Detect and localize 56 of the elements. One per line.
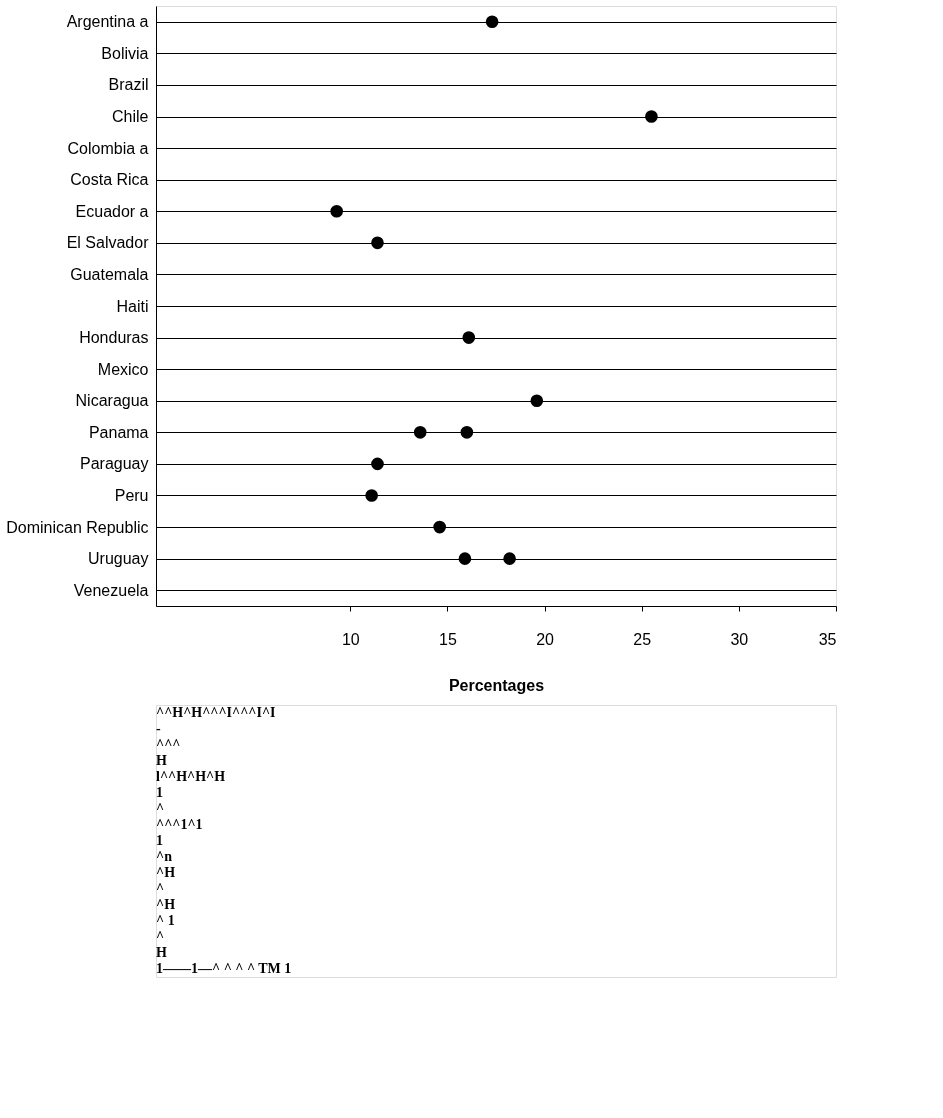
y-tick-label: Haiti — [116, 297, 149, 315]
point — [462, 331, 476, 344]
text: ^ — [156, 929, 165, 944]
y-tick-label: Colombia a — [67, 139, 149, 157]
y-tick-label: Paraguay — [80, 455, 149, 473]
text: ^ — [156, 881, 165, 896]
text: ^H — [156, 865, 176, 880]
text: H — [156, 753, 167, 768]
y-tick-label: Bolivia — [101, 44, 149, 62]
x-tick-label: 15 — [439, 630, 457, 648]
point — [330, 204, 344, 218]
y-tick-label: Honduras — [79, 329, 149, 347]
text: 1 — [156, 785, 163, 800]
point — [460, 426, 474, 439]
point — [485, 15, 499, 29]
point — [433, 520, 446, 534]
text: ^^H^H^^^I^^^I^I — [156, 705, 276, 720]
y-tick-label: El Salvador — [66, 234, 150, 252]
point — [371, 457, 384, 471]
x-axis-title: Percentages — [448, 676, 545, 694]
text: ^n — [156, 849, 173, 864]
y-tick-label: Costa Rica — [70, 171, 149, 189]
point — [645, 110, 658, 123]
text: ^H — [156, 897, 176, 912]
point — [413, 426, 427, 439]
x-tick-label: 20 — [536, 630, 555, 648]
y-tick-label: Peru — [114, 486, 149, 504]
text: - — [156, 721, 161, 736]
x-tick-label: 35 — [818, 630, 837, 648]
point — [371, 236, 384, 250]
y-tick-label: Guatemala — [70, 265, 149, 283]
text: 1 — [156, 833, 163, 848]
y-tick-label: Panama — [88, 423, 149, 441]
text: ^^^ — [156, 737, 181, 752]
y-tick-label: Chile — [112, 108, 149, 126]
text: ^^^1^1 — [156, 817, 203, 832]
y-tick-label: Nicaragua — [75, 392, 149, 410]
point — [458, 552, 472, 565]
point — [503, 552, 516, 565]
y-tick-label: Mexico — [97, 360, 149, 378]
text: l^^H^H^H — [156, 769, 226, 784]
x-tick-label: 30 — [730, 630, 749, 648]
x-tick-label: 10 — [341, 630, 360, 648]
point — [365, 489, 378, 502]
text: 1——1—^ ^ ^ ^ TM 1 — [156, 961, 292, 976]
text: ^ — [156, 801, 165, 816]
y-tick-label: Argentina a — [66, 13, 149, 31]
y-tick-label: Dominican Republic — [6, 518, 149, 536]
y-tick-label: Brazil — [108, 76, 149, 94]
x-tick-label: 25 — [633, 630, 652, 648]
text: ^ 1 — [156, 913, 175, 928]
y-tick-label: Venezuela — [73, 581, 149, 599]
text: H — [156, 945, 167, 960]
point — [530, 394, 544, 408]
y-tick-label: Uruguay — [88, 550, 149, 568]
y-tick-label: Ecuador a — [75, 202, 149, 220]
